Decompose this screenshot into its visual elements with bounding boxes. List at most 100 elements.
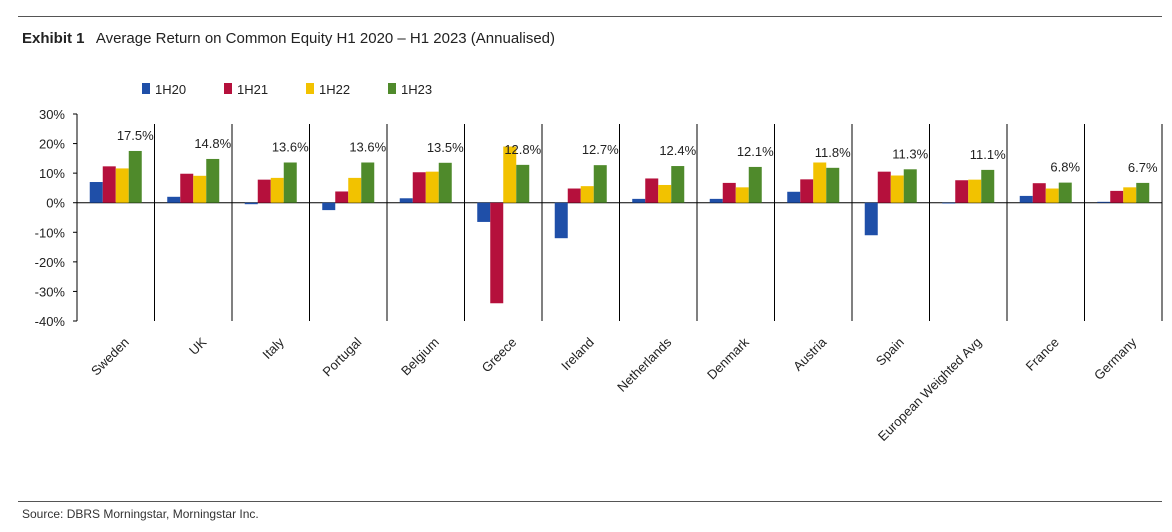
bar-1h21: [955, 180, 969, 203]
source-note: Source: DBRS Morningstar, Morningstar In…: [22, 507, 259, 521]
bar-1h23: [361, 162, 375, 203]
x-category-label: UK: [186, 334, 210, 358]
legend-label: 1H22: [319, 82, 350, 97]
x-category-label: Belgium: [398, 335, 442, 379]
bar-1h21: [335, 191, 349, 203]
y-tick-label: 30%: [39, 107, 65, 122]
bar-1h22: [1045, 188, 1059, 203]
legend-swatch: [306, 83, 314, 94]
data-label: 11.1%: [970, 147, 1006, 162]
bar-1h20: [1019, 195, 1033, 203]
top-rule: [18, 16, 1162, 17]
data-label: 12.7%: [582, 142, 619, 157]
bar-1h21: [645, 178, 659, 203]
x-category-label: Austria: [790, 334, 830, 374]
x-category-label: Ireland: [558, 335, 597, 374]
bar-chart: 30% 20% 10% 0% -10% -20% -30% -40% 17.5% Sweden 14…: [35, 82, 1163, 444]
bar-1h21: [1110, 190, 1124, 203]
bar-1h23: [128, 150, 142, 203]
chart-title: Average Return on Common Equity H1 2020 …: [95, 30, 556, 47]
bar-1h21: [102, 166, 116, 203]
bar-1h22: [193, 175, 207, 203]
bar-1h22: [813, 162, 827, 203]
bar-1h20: [632, 198, 646, 203]
chart-title-row: Exhibit 1 Average Return on Common Equit…: [22, 30, 555, 47]
bar-1h21: [412, 172, 426, 203]
bar-1h23: [593, 165, 607, 203]
bar-1h22: [658, 184, 672, 203]
bar-1h20: [787, 191, 801, 203]
bar-1h22: [1123, 187, 1137, 203]
legend-swatch: [224, 83, 232, 94]
y-tick-label: -30%: [35, 284, 66, 299]
bar-1h22: [348, 177, 362, 203]
bar-1h21: [800, 179, 814, 203]
data-label: 13.5%: [427, 140, 464, 155]
bar-1h20: [322, 202, 336, 211]
legend-swatch: [388, 83, 396, 94]
data-label: 13.6%: [349, 139, 386, 154]
y-tick-label: -20%: [35, 255, 66, 270]
bar-1h23: [206, 158, 220, 203]
bar-1h22: [735, 187, 749, 203]
bar-1h20: [554, 202, 568, 239]
bar-1h20: [167, 196, 181, 203]
x-category-label: Netherlands: [614, 334, 675, 395]
bar-1h23: [516, 164, 530, 203]
data-label: 12.8%: [504, 142, 541, 157]
bar-1h23: [438, 162, 452, 203]
bar-1h22: [425, 171, 439, 203]
bottom-rule: [18, 501, 1162, 502]
data-label: 12.1%: [737, 144, 774, 159]
bar-1h23: [671, 166, 685, 203]
x-category-label: Germany: [1091, 334, 1140, 383]
legend-swatch: [142, 83, 150, 94]
bar-1h22: [968, 179, 982, 203]
x-category-label: France: [1023, 335, 1062, 374]
x-category-label: Italy: [259, 334, 287, 362]
bar-1h20: [477, 202, 491, 222]
bar-1h23: [748, 166, 762, 203]
data-label: 13.6%: [272, 139, 309, 154]
bar-1h23: [981, 169, 995, 203]
y-tick-label: -40%: [35, 314, 66, 329]
bar-1h23: [283, 162, 297, 203]
exhibit-label: Exhibit 1: [22, 30, 85, 47]
legend-label: 1H23: [401, 82, 432, 97]
x-category-label: Denmark: [704, 334, 752, 382]
bar-1h22: [270, 177, 284, 203]
bar-1h21: [567, 188, 581, 203]
bar-1h20: [709, 198, 723, 203]
y-tick-label: 0%: [46, 196, 65, 211]
legend-label: 1H21: [237, 82, 268, 97]
data-label: 17.5%: [117, 128, 154, 143]
bar-1h22: [503, 146, 517, 203]
y-tick-label: -10%: [35, 225, 66, 240]
data-label: 14.8%: [194, 136, 231, 151]
bar-1h23: [903, 169, 917, 203]
data-label: 11.8%: [815, 145, 851, 160]
bar-1h22: [115, 168, 129, 203]
bar-1h20: [942, 202, 956, 204]
legend-label: 1H20: [155, 82, 186, 97]
bar-1h23: [1136, 182, 1150, 203]
bar-1h20: [244, 202, 258, 205]
data-label: 6.8%: [1050, 160, 1080, 175]
bar-1h21: [490, 202, 504, 304]
x-category-label: Greece: [479, 335, 520, 376]
bar-1h21: [722, 182, 736, 203]
y-tick-label: 20%: [39, 137, 65, 152]
x-category-label: Portugal: [320, 334, 365, 379]
data-label: 11.3%: [892, 146, 928, 161]
bar-1h22: [890, 175, 904, 203]
bar-1h20: [1097, 201, 1111, 203]
x-category-label: Sweden: [88, 335, 132, 379]
y-tick-label: 10%: [39, 166, 65, 181]
bar-1h21: [877, 171, 891, 203]
data-label: 12.4%: [659, 143, 696, 158]
bar-1h21: [180, 173, 194, 203]
bar-1h22: [580, 186, 594, 203]
bar-1h20: [864, 202, 878, 236]
bar-1h20: [89, 182, 103, 203]
data-label: 6.7%: [1128, 160, 1158, 175]
